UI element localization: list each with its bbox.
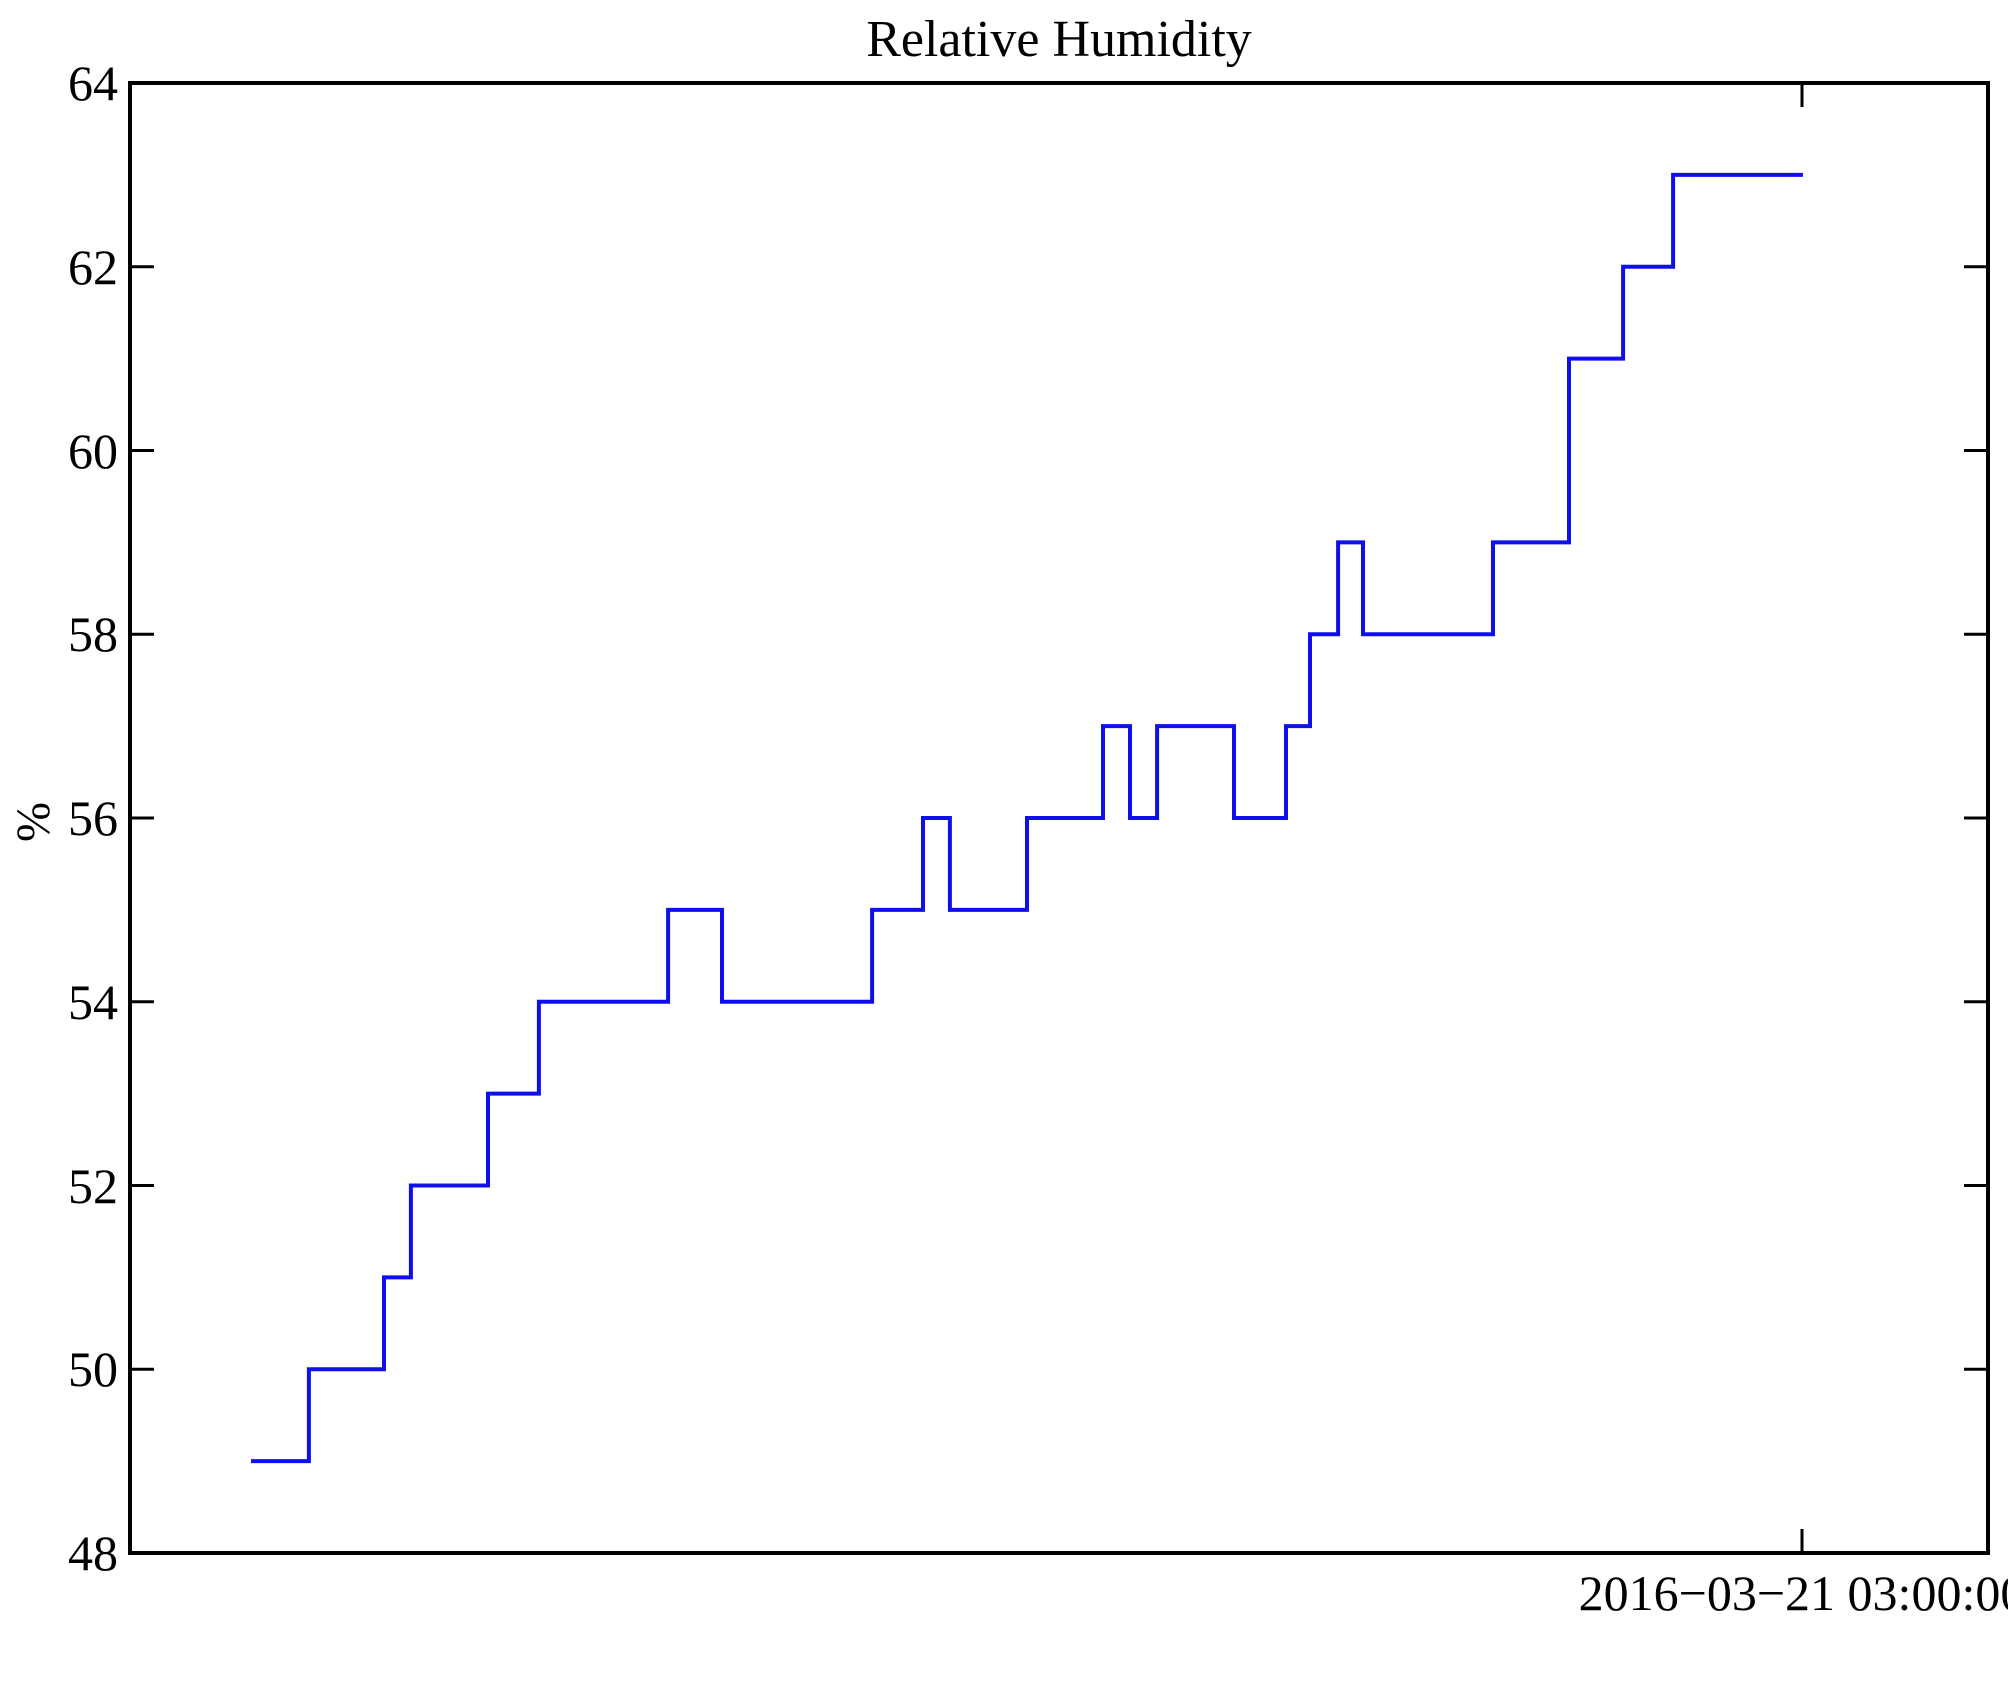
y-tick-label: 62 [68, 238, 118, 295]
axis-frame [128, 81, 1990, 1555]
chart-title: Relative Humidity [866, 11, 1252, 68]
plot-area [128, 81, 1990, 1555]
y-tick-label: 60 [68, 422, 118, 479]
y-tick-label: 56 [68, 790, 118, 846]
y-tick-label: 48 [68, 1525, 118, 1581]
x-tick-label: 2016−03−21 03:00:00 [1578, 1565, 2008, 1621]
y-tick-label: 54 [68, 973, 118, 1030]
y-tick-label: 50 [68, 1341, 118, 1398]
y-tick-label: 58 [68, 606, 118, 663]
humidity-step-line [251, 172, 1803, 1464]
y-tick-label: 64 [68, 55, 118, 111]
y-tick-label: 52 [68, 1157, 118, 1214]
